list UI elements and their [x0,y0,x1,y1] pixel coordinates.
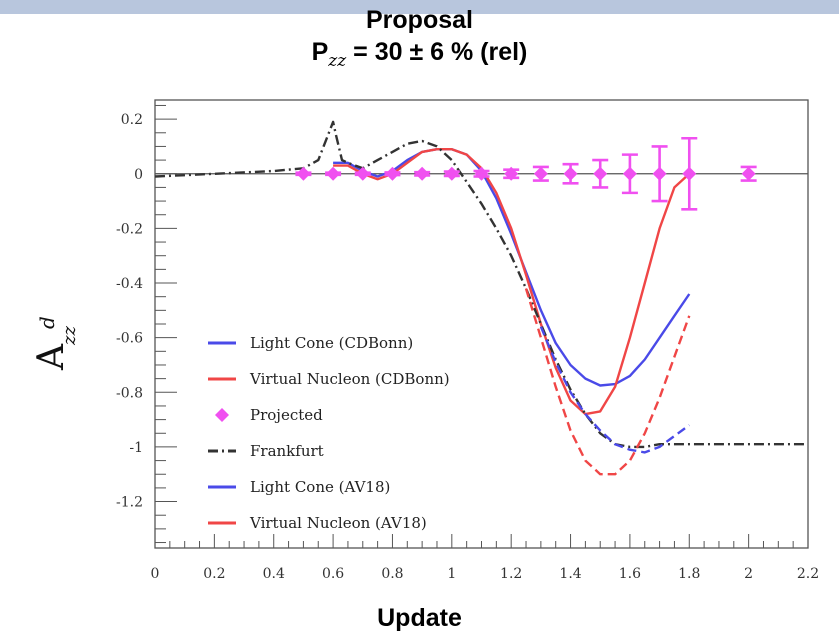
y-axis-label: A zz d [31,316,80,371]
legend-label: Virtual Nucleon (CDBonn) [249,370,450,388]
chart-title: Proposal [366,6,473,34]
series-line [154,120,808,449]
x-tick-label: 0.2 [203,566,225,582]
x-tick-label: 1.2 [500,566,522,582]
footer-label: Update [377,604,462,632]
x-tick-label: 1.8 [678,566,700,582]
projected-point [533,166,548,181]
legend-label: Projected [250,406,323,424]
legend-label: Light Cone (CDBonn) [250,334,413,352]
y-tick-label: -0.2 [116,221,143,237]
y-tick-label: -0.8 [116,385,143,401]
projected-point [355,166,370,181]
top-banner-bar [0,0,839,14]
legend-label: Virtual Nucleon (AV18) [249,514,427,532]
projected-point [504,166,519,181]
x-tick-label: 2.2 [797,566,819,582]
x-tick-label: 1.4 [559,566,581,582]
projected-point [444,166,459,181]
legend-label: Light Cone (AV18) [250,478,390,496]
projected-point [296,166,311,181]
x-tick-label: 0.4 [263,566,285,582]
x-tick-label: 1.6 [619,566,641,582]
projected-point [326,166,341,181]
subtitle-prefix: P [311,38,329,66]
y-label-sub: zz [59,326,80,346]
series-line [539,326,691,454]
x-tick-label: 0.6 [322,566,344,582]
subtitle-subscript: zz [328,51,347,71]
x-tick-label: 1 [447,566,456,582]
projected-point [652,166,667,181]
projected-points [295,136,757,211]
projected-point [622,166,637,181]
y-tick-label: -1.2 [116,495,143,511]
y-tick-label: -1 [129,440,143,456]
y-tick-label: -0.6 [116,331,143,347]
series-line [524,288,691,476]
projected-point [741,166,756,181]
y-tick-label: 0 [134,167,143,183]
projected-point [682,166,697,181]
projected-point [593,166,608,181]
y-label-sup: d [35,316,59,329]
projected-point [385,166,400,181]
y-tick-label: 0.2 [121,112,143,128]
x-tick-label: 2 [744,566,753,582]
chart-subtitle: Pzz = 30 ± 6 % (rel) [0,38,839,71]
x-tick-label: 0.8 [381,566,403,582]
projected-point [563,166,578,181]
projected-point [415,166,430,181]
projected-point [474,166,489,181]
y-label-main: A [31,343,72,371]
x-tick-label: 0 [151,566,160,582]
axis-ticks: 0 0.2 0.4 0.6 0.8 1 1.2 1.4 1.6 1.8 2 2.2 0.2 0 -0.2 -0… [116,104,819,582]
legend-swatch [215,408,229,422]
legend: Light Cone (CDBonn) Virtual Nucleon (CDBo… [208,334,450,532]
y-tick-label: -0.4 [116,276,143,292]
legend-label: Frankfurt [250,442,324,460]
subtitle-rest: = 30 ± 6 % (rel) [346,38,528,66]
